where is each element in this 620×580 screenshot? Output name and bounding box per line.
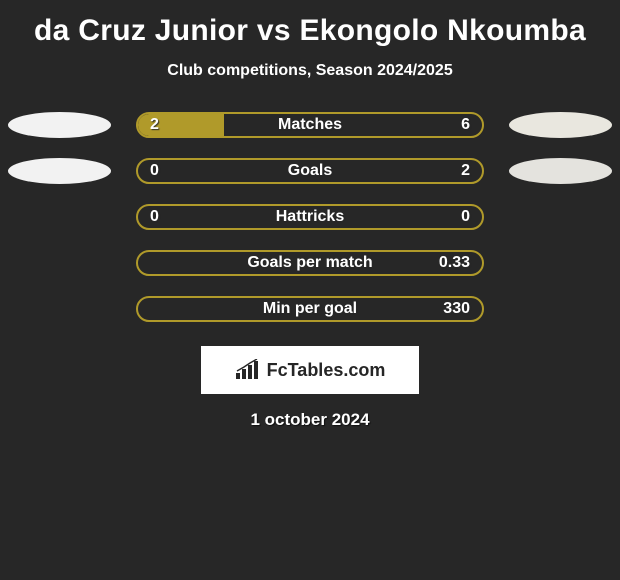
logo-box: FcTables.com [201, 346, 419, 394]
stat-value-right: 330 [443, 298, 470, 320]
stat-row: 0Hattricks0 [0, 194, 620, 240]
bars-icon [235, 359, 261, 381]
stat-label: Matches [138, 114, 482, 136]
logo: FcTables.com [235, 359, 386, 381]
stat-bar: 0Goals2 [136, 158, 484, 184]
stat-label: Goals [138, 160, 482, 182]
stat-bar: 2Matches6 [136, 112, 484, 138]
stat-rows-container: 2Matches60Goals20Hattricks0Goals per mat… [0, 102, 620, 332]
player-left-marker [8, 112, 111, 138]
stat-bar: Min per goal330 [136, 296, 484, 322]
stat-value-right: 2 [461, 160, 470, 182]
date-text: 1 october 2024 [0, 410, 620, 430]
stat-row: 0Goals2 [0, 148, 620, 194]
stat-value-right: 6 [461, 114, 470, 136]
stat-value-right: 0.33 [439, 252, 470, 274]
subtitle: Club competitions, Season 2024/2025 [0, 62, 620, 80]
stat-bar: Goals per match0.33 [136, 250, 484, 276]
stat-row: 2Matches6 [0, 102, 620, 148]
stat-bar: 0Hattricks0 [136, 204, 484, 230]
player-right-marker [509, 158, 612, 184]
player-left-marker [8, 158, 111, 184]
player-right-marker [509, 112, 612, 138]
logo-text: FcTables.com [267, 360, 386, 381]
stat-label: Hattricks [138, 206, 482, 228]
comparison-card: da Cruz Junior vs Ekongolo Nkoumba Club … [0, 0, 620, 430]
page-title: da Cruz Junior vs Ekongolo Nkoumba [0, 14, 620, 48]
stat-label: Goals per match [138, 252, 482, 274]
stat-label: Min per goal [138, 298, 482, 320]
stat-value-right: 0 [461, 206, 470, 228]
stat-row: Min per goal330 [0, 286, 620, 332]
stat-row: Goals per match0.33 [0, 240, 620, 286]
